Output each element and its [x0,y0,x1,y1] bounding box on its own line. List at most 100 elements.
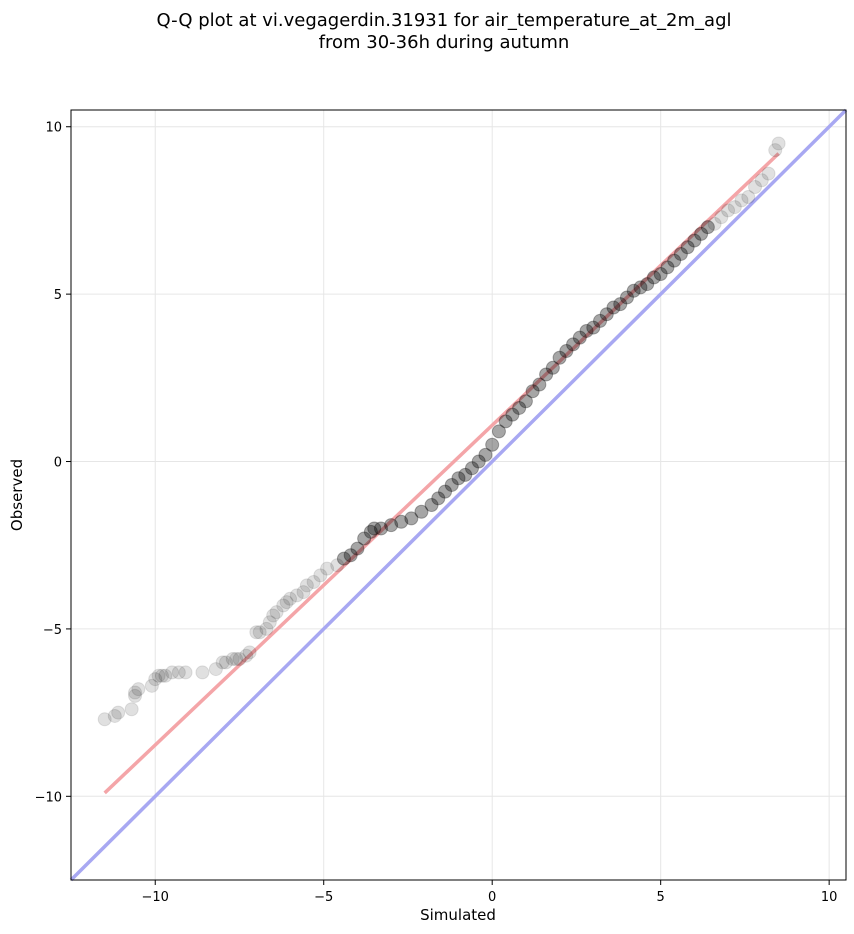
data-point [313,568,328,583]
data-point [458,467,473,482]
identity-line-layer [69,108,848,882]
data-point [171,665,186,680]
data-point [394,514,409,529]
data-point [593,313,608,328]
data-point [269,605,284,620]
data-point [215,655,230,670]
y-tick-label: 5 [54,288,62,303]
data-point [619,290,634,305]
data-point [505,407,520,422]
fit-line-layer [103,152,780,795]
data-point [242,645,257,660]
data-point [229,652,244,667]
data-point [771,136,786,151]
data-point [330,558,345,573]
data-point [754,173,769,188]
data-point [289,588,304,603]
data-point [259,621,274,636]
data-point [276,598,291,613]
data-point [266,608,281,623]
data-point [350,541,365,556]
data-point [694,226,709,241]
data-point [532,377,547,392]
data-point [525,384,540,399]
data-point [414,504,429,519]
data-point [539,367,554,382]
data-point [195,665,210,680]
data-point [151,668,166,683]
x-tick-label: 5 [657,890,665,905]
x-tick-label: 10 [821,890,838,905]
x-ticks: −10 −5 0 5 10 [142,880,838,905]
data-point [586,320,601,335]
data-point [485,437,500,452]
data-point [646,270,661,285]
y-tick-label: −5 [43,623,62,638]
data-point [640,277,655,292]
data-point [566,337,581,352]
data-point [97,712,112,727]
data-point [374,521,388,536]
data-point [748,180,763,194]
data-point [296,585,311,600]
data-point [471,454,486,469]
data-point [431,491,446,506]
data-point [606,300,621,315]
data-point [700,220,715,235]
data-point [727,200,742,215]
y-tick-label: 0 [54,456,62,471]
x-tick-label: 0 [488,890,496,905]
grid-lines [71,110,846,880]
data-point [239,648,254,663]
data-point [545,360,560,375]
data-point [225,652,240,667]
data-point [559,344,574,359]
data-point [232,652,247,667]
data-point [741,190,756,205]
data-point [660,260,675,275]
data-point [424,498,439,513]
x-tick-label: −10 [142,890,169,905]
data-point [673,246,688,261]
data-point [363,524,378,539]
data-point [178,665,193,680]
data-point [262,615,277,630]
data-point [357,531,372,546]
identity-line [69,108,848,882]
data-point [451,471,466,486]
data-point [687,233,702,248]
data-point [306,575,321,590]
data-points [97,136,786,727]
data-point [148,672,163,687]
data-point [444,477,459,492]
data-point [518,394,533,409]
data-point [252,625,267,640]
data-point [111,705,126,720]
data-point [208,662,223,677]
data-point [707,216,722,231]
data-point [165,665,180,680]
data-point [734,193,749,208]
data-point [464,461,479,476]
data-point [404,511,419,526]
data-point [279,595,294,610]
y-ticks: −10 −5 0 5 10 [35,121,71,805]
data-point [512,400,527,415]
data-point [768,143,783,158]
x-axis-label: Simulated [420,906,496,924]
x-tick-label: −5 [314,890,333,905]
data-point [131,682,146,697]
data-point [653,267,668,282]
data-point [613,297,628,312]
data-point [144,678,159,693]
data-point [599,307,614,322]
data-point [219,655,233,670]
data-point [438,484,453,499]
data-point [107,708,122,723]
data-point [721,203,736,218]
data-point [124,702,139,717]
y-axis-label: Observed [8,459,26,531]
y-tick-label: 10 [45,121,62,136]
data-point [154,668,169,683]
